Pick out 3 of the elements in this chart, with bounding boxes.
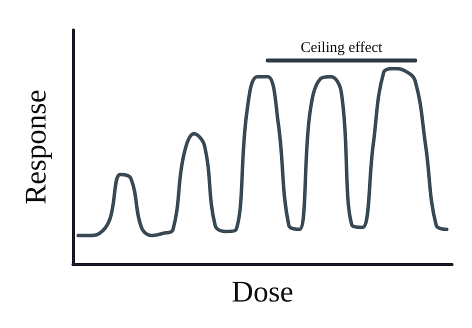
series-label: Ceiling effect xyxy=(300,40,384,56)
y-axis-title: Response xyxy=(20,90,52,204)
x-axis-title: Dose xyxy=(232,275,294,308)
